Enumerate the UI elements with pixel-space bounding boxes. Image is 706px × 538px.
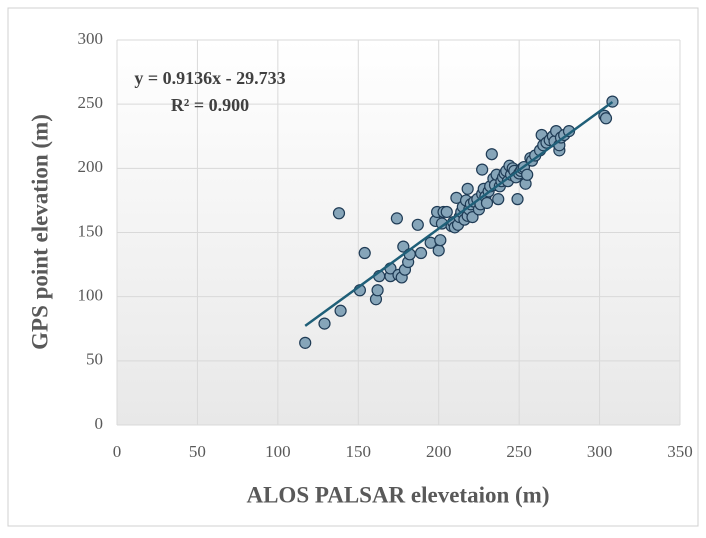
data-point (476, 163, 489, 176)
data-point (371, 284, 384, 297)
x-tick-label: 300 (587, 442, 613, 461)
data-point (492, 193, 505, 206)
data-point (480, 196, 494, 210)
data-point (466, 211, 479, 224)
y-tick-label: 100 (78, 286, 104, 305)
data-point (432, 244, 445, 257)
data-point (440, 205, 453, 219)
data-point (521, 168, 534, 181)
x-axis-title: ALOS PALSAR elevetaion (m) (246, 482, 549, 507)
x-tick-label: 200 (426, 442, 452, 461)
y-tick-label: 0 (95, 414, 104, 433)
x-tick-label: 150 (346, 442, 372, 461)
data-point (358, 246, 371, 260)
x-tick-label: 250 (506, 442, 532, 461)
y-tick-label: 300 (78, 29, 104, 48)
data-point (485, 148, 498, 161)
data-point (434, 234, 447, 247)
data-point (414, 246, 428, 260)
data-point (299, 336, 312, 349)
data-point (411, 218, 424, 231)
data-point (332, 207, 346, 220)
x-tick-label: 350 (667, 442, 693, 461)
y-tick-label: 150 (78, 221, 104, 240)
y-tick-label: 50 (86, 350, 103, 369)
data-point (397, 240, 410, 253)
data-point (318, 317, 331, 330)
trendline (304, 100, 614, 327)
data-point (599, 112, 613, 125)
data-point (334, 304, 347, 317)
data-point (511, 193, 524, 206)
y-tick-label: 250 (78, 93, 104, 112)
x-tick-label: 50 (189, 442, 206, 461)
y-axis-title: GPS point elevation (m) (27, 114, 52, 350)
data-point (461, 182, 474, 195)
y-tick-label: 200 (78, 157, 104, 176)
x-tick-label: 0 (113, 442, 122, 461)
data-point (390, 212, 403, 225)
equation: y = 0.9136x - 29.733 (134, 68, 285, 88)
x-tick-label: 100 (265, 442, 291, 461)
r-squared: R² = 0.900 (171, 95, 249, 115)
